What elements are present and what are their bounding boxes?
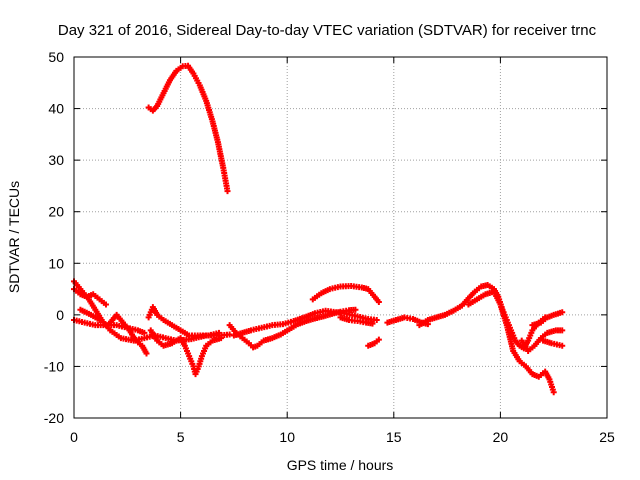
data-point [550,389,557,396]
data-point [369,320,376,327]
data-point [559,327,566,334]
series-arc-d [77,306,103,324]
data-point [143,350,150,357]
series-arc-high [145,62,231,195]
data-point [141,329,148,336]
series-arc-b [71,286,109,308]
x-tick-label: 10 [279,429,295,445]
series-arc-c [71,317,148,336]
x-tick-label: 15 [386,429,402,445]
series-arc-j [309,282,382,305]
data-point [559,342,566,349]
y-tick-label: 30 [48,152,64,168]
data-point [352,306,359,313]
x-tick-label: 20 [493,429,509,445]
y-tick-label: 40 [48,101,64,117]
x-axis: 0 5 10 15 20 25 [70,57,615,445]
data-point [218,335,225,342]
x-tick-label: 0 [70,429,78,445]
data-point [102,301,109,308]
data-point [96,317,103,324]
data-point [224,188,231,195]
data-point [375,298,382,305]
data-point [373,317,380,324]
series-arc-q [529,309,566,329]
y-axis: -20 -10 0 10 20 30 40 50 [44,49,607,426]
series-arc-e [105,311,150,357]
y-tick-label: 20 [48,204,64,220]
x-axis-label: GPS time / hours [287,457,394,473]
series-arc-k [337,314,376,327]
y-tick-label: -10 [44,358,64,374]
data-point [559,309,566,316]
series-arc-o [465,288,557,396]
y-tick-label: 0 [56,307,64,323]
y-axis-label: SDTVAR / TECUs [6,181,22,293]
y-tick-label: 50 [48,49,64,65]
series-arc-f [145,304,222,339]
plot-frame [73,56,608,419]
data-point [375,336,382,343]
data-point [215,329,222,336]
chart-title: Day 321 of 2016, Sidereal Day-to-day VTE… [58,22,597,39]
data-points [71,62,566,396]
y-tick-label: 10 [48,255,64,271]
data-point [226,331,233,338]
series-arc-r [540,337,566,349]
y-tick-label: -20 [44,410,64,426]
grid [74,57,607,418]
x-tick-label: 5 [177,429,185,445]
series-arc-l [365,336,382,349]
series-arc-g [147,327,225,378]
series-arc-n [416,281,549,352]
x-tick-label: 25 [599,429,615,445]
